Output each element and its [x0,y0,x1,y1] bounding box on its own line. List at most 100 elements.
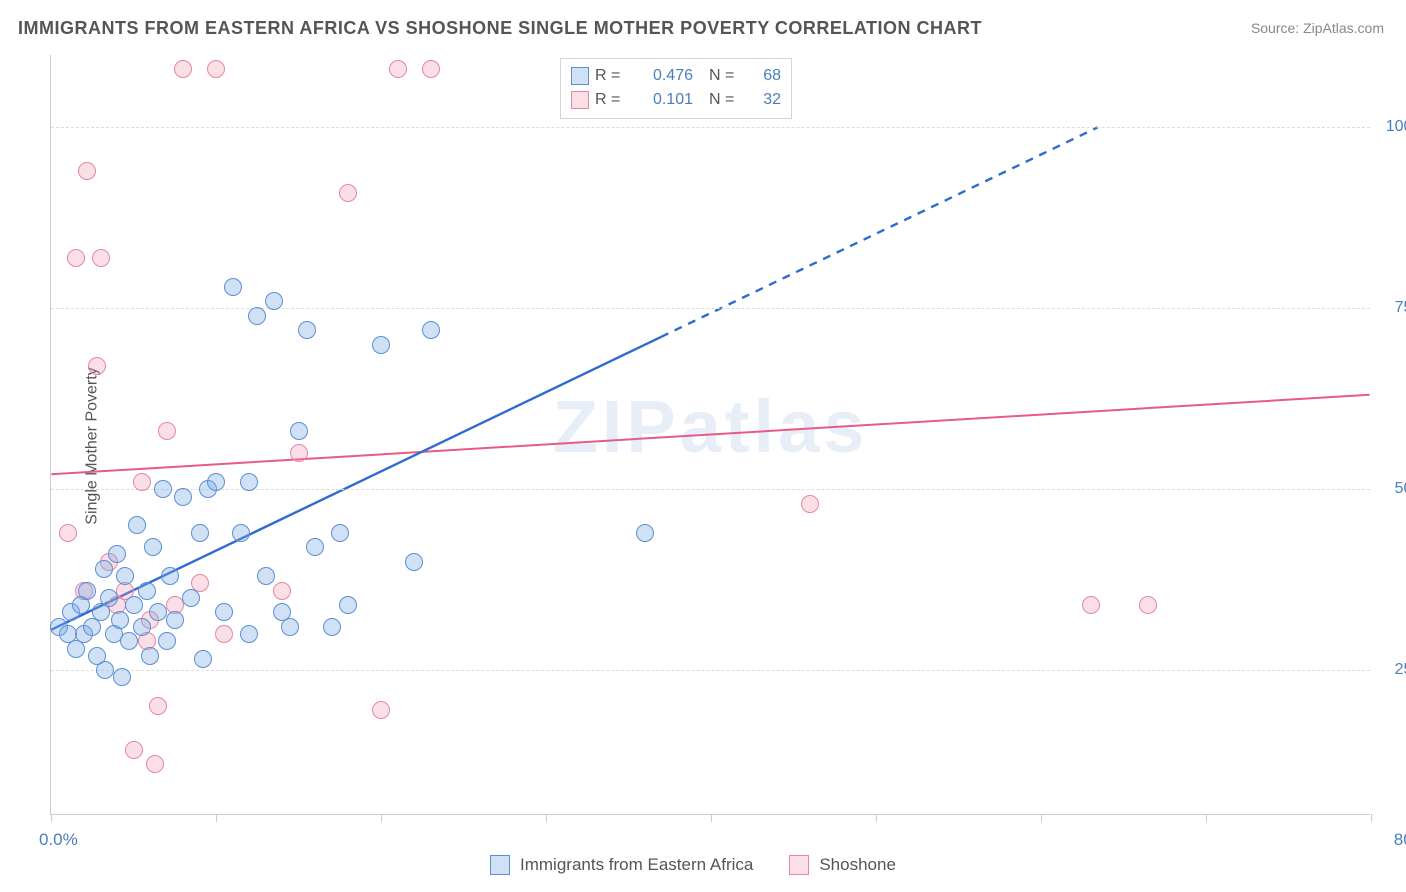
series1-marker [154,480,172,498]
series1-marker [194,650,212,668]
legend-row: R = 0.101 N = 32 [571,88,781,112]
series1-marker [372,336,390,354]
grid-line [51,127,1370,128]
series1-marker [331,524,349,542]
series1-marker [224,278,242,296]
series1-marker [96,661,114,679]
grid-line [51,670,1370,671]
legend-swatch [571,67,589,85]
series1-marker [120,632,138,650]
y-tick-label: 50.0% [1395,480,1406,498]
series2-marker [389,60,407,78]
x-tick [711,814,712,822]
series2-marker [158,422,176,440]
series1-marker [182,589,200,607]
series2-marker [1139,596,1157,614]
x-tick [876,814,877,822]
series2-marker [1082,596,1100,614]
series1-marker [248,307,266,325]
series1-marker [100,589,118,607]
series1-marker [161,567,179,585]
series1-marker [240,625,258,643]
series2-marker [273,582,291,600]
n-value: 68 [751,67,781,85]
series1-marker [636,524,654,542]
series1-marker [108,545,126,563]
series1-marker [405,553,423,571]
series1-marker [265,292,283,310]
x-tick [546,814,547,822]
series1-marker [257,567,275,585]
series2-marker [174,60,192,78]
series1-marker [144,538,162,556]
series2-marker [422,60,440,78]
series1-marker [215,603,233,621]
r-value: 0.476 [637,67,693,85]
series1-marker [174,488,192,506]
x-tick [1371,814,1372,822]
series2-marker [801,495,819,513]
r-value: 0.101 [637,91,693,109]
series1-marker [207,473,225,491]
y-tick-label: 25.0% [1395,661,1406,679]
n-value: 32 [751,91,781,109]
series1-marker [116,567,134,585]
series1-marker [232,524,250,542]
series2-marker [372,701,390,719]
x-tick [1041,814,1042,822]
series1-marker [138,582,156,600]
series1-marker [166,611,184,629]
x-tick [1206,814,1207,822]
y-tick-label: 75.0% [1395,299,1406,317]
series2-marker [92,249,110,267]
n-label: N = [709,91,745,109]
series1-marker [141,647,159,665]
series1-marker [422,321,440,339]
legend-label: Shoshone [819,855,896,875]
legend-label: Immigrants from Eastern Africa [520,855,753,875]
source-label: Source: ZipAtlas.com [1251,20,1384,36]
series2-marker [133,473,151,491]
series1-marker [128,516,146,534]
series2-marker [59,524,77,542]
series1-marker [298,321,316,339]
series1-marker [158,632,176,650]
legend-swatch [571,91,589,109]
series2-marker [88,357,106,375]
series1-marker [290,422,308,440]
series2-marker [146,755,164,773]
r-label: R = [595,67,631,85]
series1-marker [78,582,96,600]
n-label: N = [709,67,745,85]
series1-marker [240,473,258,491]
series2-marker [290,444,308,462]
trend-lines [51,55,1370,814]
series1-marker [281,618,299,636]
plot-area: ZIPatlas 0.0% 80.0% 25.0%50.0%75.0%100.0… [50,55,1370,815]
grid-line [51,308,1370,309]
chart-container: IMMIGRANTS FROM EASTERN AFRICA VS SHOSHO… [0,0,1406,892]
series2-marker [125,741,143,759]
series-legend: Immigrants from Eastern Africa Shoshone [490,855,922,875]
watermark: ZIPatlas [553,384,869,469]
correlation-legend: R = 0.476 N = 68 R = 0.101 N = 32 [560,58,792,119]
series1-marker [323,618,341,636]
series2-marker [215,625,233,643]
series1-marker [95,560,113,578]
x-axis-max-label: 80.0% [1394,830,1406,850]
legend-row: R = 0.476 N = 68 [571,64,781,88]
chart-title: IMMIGRANTS FROM EASTERN AFRICA VS SHOSHO… [18,18,982,39]
series1-marker [113,668,131,686]
x-tick [51,814,52,822]
series2-marker [149,697,167,715]
series2-marker [67,249,85,267]
legend-swatch [490,855,510,875]
x-axis-min-label: 0.0% [39,830,78,850]
r-label: R = [595,91,631,109]
series2-marker [78,162,96,180]
series2-marker [339,184,357,202]
legend-swatch [789,855,809,875]
series2-marker [207,60,225,78]
series1-marker [339,596,357,614]
x-tick [216,814,217,822]
